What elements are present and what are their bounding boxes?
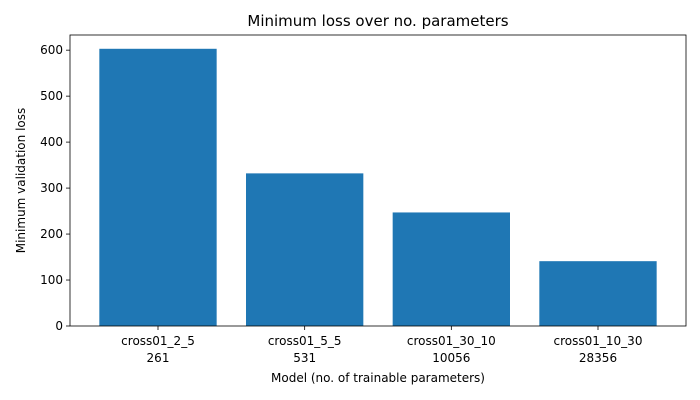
x-tick-sublabel: 261 xyxy=(147,351,170,365)
y-tick-label: 600 xyxy=(40,43,63,57)
x-tick-label: cross01_10_30 xyxy=(554,334,643,348)
y-tick-label: 400 xyxy=(40,135,63,149)
x-tick-label: cross01_5_5 xyxy=(268,334,342,348)
plot-frame xyxy=(69,34,687,327)
bar-cross01_5_5 xyxy=(246,173,364,326)
x-tick-sublabel: 28356 xyxy=(579,351,617,365)
x-axis-label: Model (no. of trainable parameters) xyxy=(271,371,485,385)
x-tick-sublabel: 531 xyxy=(293,351,316,365)
bars-group xyxy=(99,48,657,326)
x-tick-label: cross01_30_10 xyxy=(407,334,496,348)
bar-cross01_10_30 xyxy=(539,261,657,326)
x-tick-sublabel: 10056 xyxy=(432,351,470,365)
y-tick-label: 100 xyxy=(40,273,63,287)
bar-cross01_2_5 xyxy=(99,48,217,326)
x-tick-label: cross01_2_5 xyxy=(121,334,195,348)
y-tick-label: 300 xyxy=(40,181,63,195)
y-axis-label: Minimum validation loss xyxy=(14,108,28,254)
bar-cross01_30_10 xyxy=(392,212,510,326)
x-axis-ticks: cross01_2_5 261 cross01_5_5 531 cross01_30_1… xyxy=(121,326,642,365)
chart-title: Minimum loss over no. parameters xyxy=(247,12,508,30)
y-tick-label: 500 xyxy=(40,89,63,103)
y-tick-label: 200 xyxy=(40,227,63,241)
y-tick-label: 0 xyxy=(55,319,63,333)
y-axis-ticks: 0 100 200 300 400 500 600 xyxy=(40,43,70,333)
